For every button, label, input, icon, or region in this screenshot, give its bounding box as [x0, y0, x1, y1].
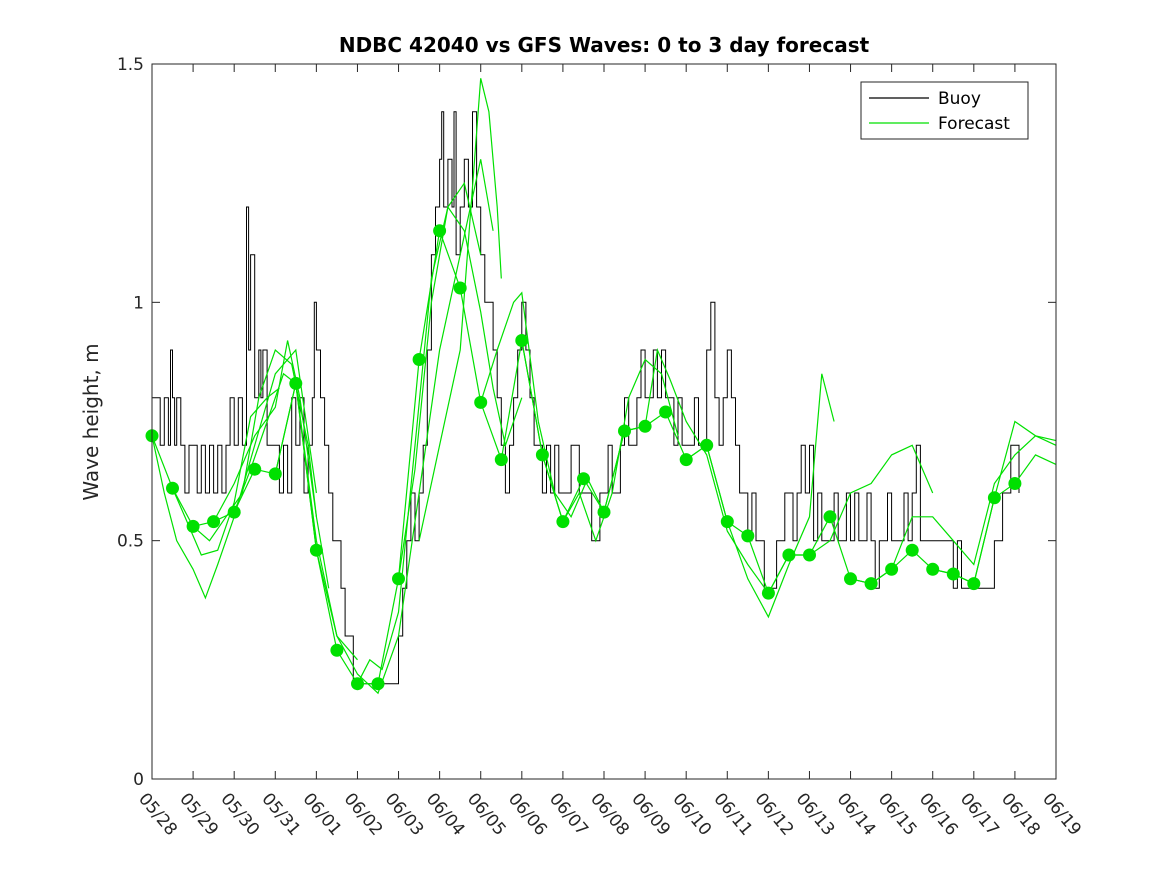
forecast-marker-point	[679, 453, 693, 467]
forecast-marker-point	[309, 543, 323, 557]
forecast-marker-point	[289, 376, 303, 390]
y-axis-label: Wave height, m	[79, 343, 103, 500]
forecast-marker-point	[227, 505, 241, 519]
forecast-marker-point	[844, 572, 857, 586]
y-tick-label: 1.5	[117, 55, 144, 75]
forecast-marker-point	[330, 643, 344, 657]
forecast-marker-point	[597, 505, 611, 519]
forecast-marker-point	[433, 224, 447, 238]
forecast-marker-point	[186, 519, 200, 533]
forecast-run-line-13	[480, 291, 605, 519]
legend-label: Forecast	[938, 114, 1010, 134]
forecast-marker-point	[823, 510, 837, 524]
forecast-run-line-10	[397, 205, 523, 579]
buoy-series-line	[152, 111, 1020, 685]
forecast-marker-point	[515, 334, 529, 347]
forecast-marker-point	[700, 438, 714, 452]
y-tick-label: 1	[133, 293, 144, 313]
forecast-marker-point	[207, 515, 221, 529]
forecast-marker-point	[1008, 477, 1022, 490]
forecast-marker-point	[535, 448, 549, 462]
forecast-marker-point	[412, 353, 426, 366]
forecast-marker-point	[638, 419, 652, 433]
chart-title: NDBC 42040 vs GFS Waves: 0 to 3 day fore…	[339, 33, 870, 57]
forecast-marker-point	[392, 572, 405, 586]
forecast-marker-point	[248, 462, 262, 476]
forecast-marker-point	[371, 677, 385, 691]
forecast-run-line-11	[418, 78, 502, 541]
forecast-marker-point	[166, 481, 179, 495]
legend-label: Buoy	[938, 89, 981, 109]
plot-series	[145, 78, 1057, 695]
forecast-marker-point	[741, 529, 755, 543]
forecast-marker-point	[761, 586, 775, 600]
forecast-marker-point	[351, 677, 364, 691]
forecast-run-line-17	[644, 347, 769, 594]
forecast-marker-point	[618, 424, 631, 438]
y-tick-label: 0.5	[117, 532, 144, 552]
forecast-run-line-9	[356, 181, 482, 684]
forecast-marker-point	[803, 548, 816, 562]
forecast-marker-point	[577, 472, 590, 486]
forecast-marker-point	[905, 543, 919, 557]
forecast-run-line-5	[213, 340, 330, 589]
forecast-marker-point	[967, 577, 981, 591]
forecast-marker-point	[453, 281, 467, 295]
forecast-run-line-21	[809, 444, 934, 556]
forecast-run-line-19	[726, 373, 835, 619]
forecast-run-line-2	[151, 348, 317, 600]
forecast-marker-point	[926, 562, 940, 576]
forecast-marker-point	[885, 562, 899, 576]
legend: Buoy Forecast	[860, 81, 1029, 140]
forecast-marker-point	[946, 567, 960, 581]
forecast-marker-point	[556, 515, 570, 529]
forecast-marker-point	[659, 405, 673, 419]
forecast-marker-point	[268, 467, 282, 481]
y-tick-label: 0	[133, 770, 144, 790]
forecast-marker-point	[474, 395, 488, 409]
legend-box	[860, 81, 1029, 140]
forecast-marker-point	[720, 515, 734, 529]
forecast-marker-point	[864, 577, 878, 591]
forecast-run-line-23	[891, 435, 1057, 570]
forecast-marker-point	[782, 548, 796, 562]
forecast-run-line-25	[973, 420, 1057, 584]
forecast-marker-point	[494, 453, 508, 467]
forecast-marker-point	[987, 491, 1001, 505]
